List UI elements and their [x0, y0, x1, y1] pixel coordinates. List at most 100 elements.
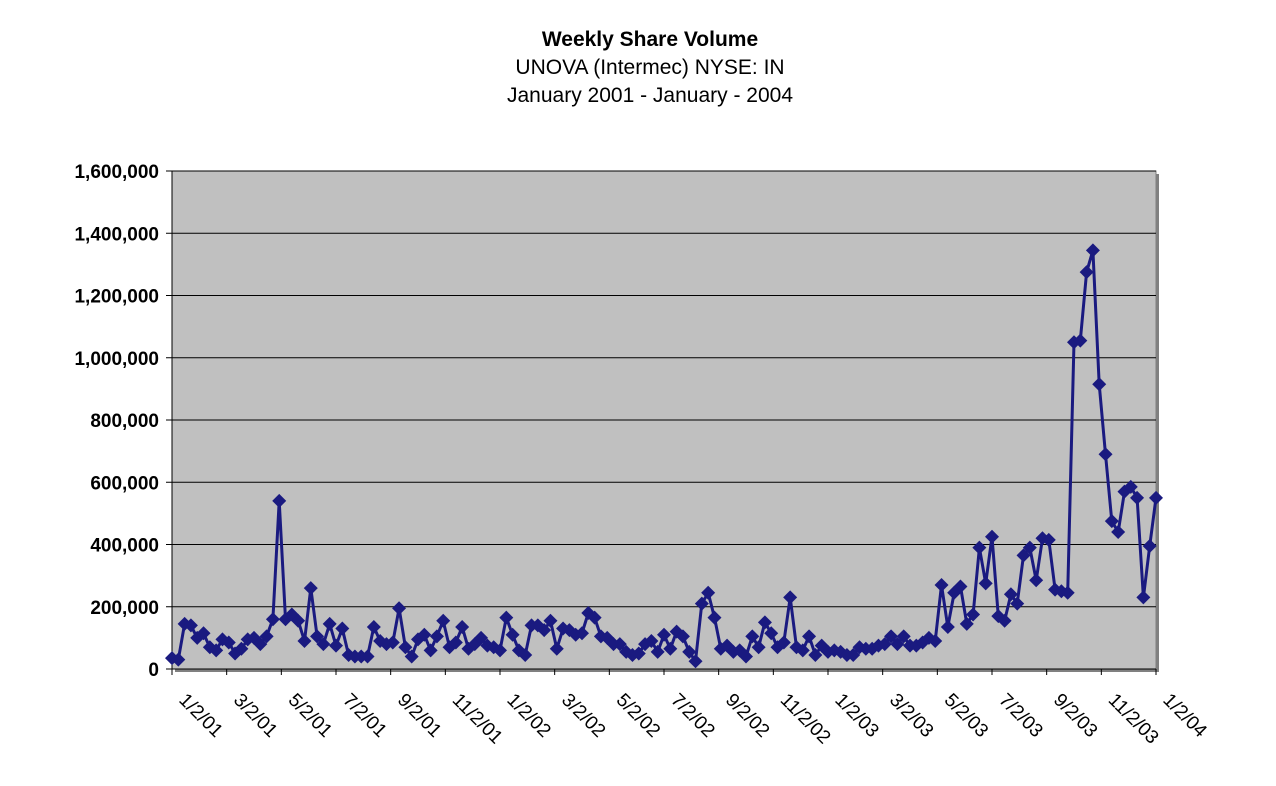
- x-tick-label: 1/2/03: [830, 690, 882, 742]
- data-point: [776, 635, 791, 650]
- chart-title: Weekly Share Volume: [541, 28, 759, 51]
- y-tick-label: 1,000,000: [74, 349, 159, 370]
- chart-subtitle: UNOVA (Intermec) NYSE: IN: [515, 56, 785, 79]
- data-point: [253, 637, 268, 652]
- x-tick-label: 11/2/01: [448, 690, 507, 749]
- data-point: [959, 616, 974, 631]
- data-point: [1085, 243, 1100, 258]
- data-point: [303, 581, 318, 596]
- data-point: [493, 643, 507, 658]
- x-axis: 1/2/01 3/2/01 5/2/01 7/2/01 9/2/01 11/2/011/2…: [171, 668, 1211, 749]
- data-point: [972, 540, 987, 555]
- data-point: [329, 638, 343, 653]
- y-tick-label: 0: [148, 660, 159, 681]
- data-point: [234, 641, 249, 656]
- data-point: [366, 619, 381, 634]
- data-point: [757, 615, 772, 630]
- data-point: [1092, 377, 1107, 392]
- data-point: [877, 637, 892, 652]
- data-point: [335, 621, 350, 636]
- y-tick-label: 1,400,000: [74, 224, 159, 245]
- data-point: [739, 649, 753, 664]
- data-point: [1136, 590, 1151, 605]
- data-point: [518, 647, 533, 662]
- data-point: [385, 635, 400, 650]
- data-point: [644, 633, 659, 648]
- data-point: [934, 577, 949, 592]
- data-point: [1003, 587, 1018, 602]
- chart-titles: Weekly Share Volume UNOVA (Intermec) NYS…: [0, 26, 1276, 110]
- data-point: [171, 652, 186, 667]
- x-tick-label: 11/2/03: [1104, 690, 1163, 749]
- data-point: [209, 643, 224, 658]
- x-tick-label: 7/2/03: [994, 690, 1046, 742]
- data-point: [1123, 479, 1138, 494]
- data-point: [928, 633, 943, 648]
- x-tick-label: 5/2/01: [284, 690, 336, 742]
- data-point: [316, 637, 331, 652]
- x-tick-label: 1/2/04: [1158, 690, 1211, 743]
- data-point: [423, 643, 438, 658]
- data-point: [896, 629, 911, 644]
- data-point: [291, 613, 306, 628]
- y-tick-label: 1,600,000: [74, 162, 159, 183]
- data-point: [1029, 573, 1044, 588]
- data-point: [978, 576, 993, 591]
- x-tick-label: 3/2/03: [885, 690, 937, 742]
- data-point: [1041, 532, 1056, 547]
- data-point: [196, 626, 211, 641]
- data-point: [322, 616, 337, 631]
- data-point: [587, 610, 602, 625]
- x-tick-label: 9/2/02: [721, 690, 773, 742]
- data-point: [808, 647, 823, 662]
- data-point: [985, 529, 999, 544]
- data-point: [884, 629, 899, 644]
- x-tick-label: 7/2/02: [666, 690, 718, 742]
- data-point: [392, 601, 407, 616]
- data-point: [474, 630, 489, 645]
- x-tick-label: 9/2/03: [1049, 690, 1101, 742]
- data-point: [612, 637, 627, 652]
- data-point: [549, 641, 564, 656]
- data-point: [650, 644, 665, 659]
- data-point: [265, 612, 280, 627]
- data-point: [657, 627, 671, 642]
- data-point: [221, 635, 236, 650]
- y-tick-label: 200,000: [90, 598, 159, 619]
- data-point: [1079, 265, 1094, 280]
- data-point: [360, 649, 375, 664]
- x-tick-label: 11/2/02: [776, 690, 835, 749]
- data-point: [745, 629, 760, 644]
- data-point: [417, 627, 432, 642]
- data-point: [183, 618, 198, 633]
- chart-subtitle-date-range: January 2001 - January - 2004: [506, 84, 793, 107]
- data-point: [1142, 539, 1157, 554]
- data-point: [795, 643, 810, 658]
- gridlines: [172, 170, 1156, 608]
- data-point: [1098, 447, 1113, 462]
- x-tick-label: 1/2/01: [174, 690, 226, 742]
- y-tick-label: 400,000: [90, 536, 159, 557]
- y-axis: 0 200,000 400,000 600,000 800,000 1,000,000 1,…: [74, 162, 173, 681]
- data-point: [751, 640, 766, 655]
- data-point: [272, 493, 287, 508]
- x-tick-label: 5/2/03: [940, 690, 992, 742]
- data-point: [505, 627, 520, 642]
- x-tick-label: 5/2/02: [612, 690, 664, 742]
- data-point: [436, 613, 451, 628]
- data-point: [297, 633, 312, 648]
- data-point: [764, 626, 779, 641]
- data-point: [675, 629, 690, 644]
- data-point: [1010, 596, 1025, 611]
- y-tick-label: 800,000: [90, 411, 159, 432]
- data-point: [953, 579, 968, 594]
- data-point: [997, 613, 1012, 628]
- y-tick-label: 600,000: [90, 473, 159, 494]
- data-point: [499, 610, 514, 625]
- data-point: [688, 654, 703, 669]
- data-point: [783, 590, 798, 605]
- data-point: [846, 647, 861, 662]
- x-tick-label: 7/2/01: [338, 690, 390, 742]
- y-tick-label: 1,200,000: [74, 287, 159, 308]
- data-point: [404, 649, 419, 664]
